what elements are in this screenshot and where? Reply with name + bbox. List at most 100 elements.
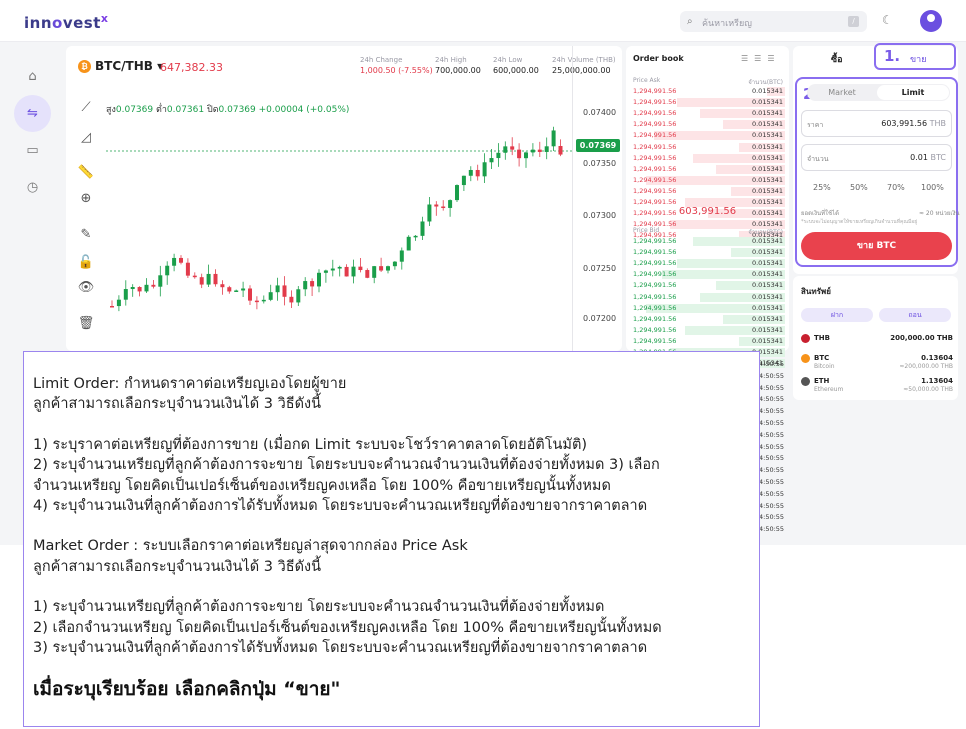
candle-body [254, 300, 259, 303]
bid-row[interactable]: 1,294,991.56 0.015341 [631, 303, 785, 314]
tab-market[interactable]: Market [828, 88, 856, 97]
row-amount: 0.015341 [751, 153, 783, 162]
ask-row[interactable]: 1,294,991.56 0.015341 [631, 130, 785, 141]
price-axis: 0.07400 0.07369 0.07350 0.07300 0.07250 … [572, 46, 622, 351]
order-form-highlight [795, 77, 958, 267]
ask-row[interactable]: 1,294,991.56 0.015341 [631, 153, 785, 164]
wallet-icon[interactable]: ▭ [26, 143, 39, 158]
candlestick-chart[interactable] [106, 96, 572, 351]
home-icon[interactable]: ⌂ [28, 69, 37, 84]
pct-25-button[interactable]: 25% [813, 183, 831, 192]
candle-body [468, 169, 473, 176]
dark-mode-icon[interactable]: ☾ [882, 13, 893, 27]
lock-icon[interactable]: 🔓 [77, 255, 95, 270]
row-amount: 0.015341 [751, 142, 783, 151]
trade-time: 4:50:55 [759, 513, 785, 522]
price-field[interactable]: ราคา 603,991.56 THB [801, 110, 952, 137]
ask-row[interactable]: 1,294,991.56 0.015341 [631, 208, 785, 219]
ruler-icon[interactable]: 📏 [77, 165, 95, 180]
y-tick: 0.07250 [583, 264, 617, 273]
sell-btc-button[interactable]: ขาย BTC [801, 232, 952, 260]
depth-bar [692, 237, 785, 246]
row-price: 1,294,991.56 [633, 292, 677, 301]
triangle-tool-icon[interactable]: ◿ [81, 130, 91, 145]
ask-row[interactable]: 1,294,991.56 0.015341 [631, 97, 785, 108]
candle-body [392, 261, 397, 267]
pct-50-button[interactable]: 50% [850, 183, 868, 192]
candle-body [524, 152, 528, 159]
row-price: 1,294,991.56 [633, 209, 677, 218]
bid-row[interactable]: 1,294,991.56 0.015341 [631, 314, 785, 325]
ask-row[interactable]: 1,294,991.56 0.015341 [631, 119, 785, 130]
candle-body [172, 257, 177, 266]
candle-body [379, 266, 384, 271]
bid-row[interactable]: 1,294,991.56 0.015341 [631, 247, 785, 258]
trade-time: 4:50:55 [759, 430, 785, 439]
bid-row[interactable]: 1,294,991.56 0.015341 [631, 325, 785, 336]
ask-row[interactable]: 1,294,991.56 0.015341 [631, 108, 785, 119]
logo[interactable]: innovestx [24, 12, 109, 32]
depth-bar [684, 198, 785, 207]
ask-header: Price Ask จำนวน(BTC) [633, 77, 783, 86]
pair-selector[interactable]: ₿ BTC/THB ▾ [78, 59, 163, 73]
tab-sell[interactable]: ขาย [910, 55, 927, 65]
candle-body [365, 270, 370, 278]
candle-body [475, 169, 480, 177]
trash-icon[interactable]: 🗑 [77, 316, 95, 331]
ask-row[interactable]: 1,294,991.56 0.015341 [631, 186, 785, 197]
bid-row[interactable]: 1,294,991.56 0.015341 [631, 258, 785, 269]
sell-tab-highlight [874, 43, 956, 70]
trade-time: 4:50:55 [759, 360, 785, 368]
row-amount: 0.015341 [751, 220, 783, 229]
tab-limit[interactable]: Limit [877, 85, 949, 100]
row-price: 1,294,991.56 [633, 281, 677, 290]
history-icon[interactable]: ◷ [26, 180, 39, 195]
bid-row[interactable]: 1,294,991.56 0.015341 [631, 269, 785, 280]
eye-icon[interactable]: 👁 [77, 280, 95, 295]
amount-field[interactable]: จำนวน 0.01 BTC [801, 144, 952, 171]
ask-row[interactable]: 1,294,991.56 0.015341 [631, 197, 785, 208]
tab-buy[interactable]: ซื้อ [831, 55, 843, 65]
ask-row[interactable]: 1,294,991.56 0.015341 [631, 86, 785, 97]
bid-row[interactable]: 1,294,991.56 0.015341 [631, 336, 785, 347]
instruction-line: 1) ระบุราคาต่อเหรียญที่ต้องการขาย (เมื่อ… [33, 436, 588, 453]
row-amount: 0.015341 [751, 281, 783, 290]
ask-row[interactable]: 1,294,991.56 0.015341 [631, 230, 785, 241]
pct-70-button[interactable]: 70% [887, 183, 905, 192]
bitcoin-icon: ₿ [78, 60, 91, 73]
instruction-line: Limit Order: กำหนดราคาต่อเหรียญเองโดยผู้… [33, 376, 347, 392]
trade-time: 4:50:55 [759, 525, 785, 534]
row-price: 1,294,991.56 [633, 153, 677, 162]
depth-bar [723, 120, 785, 130]
deposit-button[interactable]: ฝาก [801, 308, 873, 322]
row-amount: 0.015341 [751, 131, 783, 140]
line-tool-icon[interactable]: ⟋ [81, 100, 91, 115]
search-input[interactable]: ⌕ ค้นหาเหรียญ / [680, 11, 867, 32]
candle-body [358, 266, 363, 271]
depth-bar [766, 87, 785, 96]
ask-row[interactable]: 1,294,991.56 0.015341 [631, 175, 785, 186]
bid-row[interactable]: 1,294,991.56 0.015341 [631, 292, 785, 303]
candle-body [282, 285, 287, 297]
layout-toggle-icons[interactable]: ☰☰☰ [741, 54, 781, 63]
bid-row[interactable]: 1,294,991.56 0.015341 [631, 280, 785, 291]
instruction-line: 2) ระบุจำนวนเหรียญที่ลูกค้าต้องการจะขาย … [33, 457, 660, 474]
row-price: 1,294,991.56 [633, 142, 677, 151]
candle-body [144, 284, 149, 292]
ask-row[interactable]: 1,294,991.56 0.015341 [631, 164, 785, 175]
ask-row[interactable]: 1,294,991.56 0.015341 [631, 142, 785, 153]
ask-row[interactable]: 1,294,991.56 0.015341 [631, 219, 785, 230]
candle-body [116, 299, 121, 307]
sell-note: *ระบบจะไม่อนุญาตให้ขายเหรียญเกินจำนวนที่… [801, 219, 918, 225]
candle-body [337, 266, 342, 269]
pencil-lock-icon[interactable]: ✎ [80, 227, 92, 242]
avatar[interactable] [920, 10, 942, 32]
stat-low: 24h Low 600,000.00 [493, 56, 539, 75]
depth-bar [700, 109, 785, 119]
swap-icon[interactable]: ⇋ [14, 95, 51, 132]
bid-row[interactable]: 1,294,991.56 0.015341 [631, 236, 785, 247]
zoom-in-icon[interactable]: ⊕ [80, 191, 92, 206]
withdraw-button[interactable]: ถอน [879, 308, 951, 322]
row-price: 1,294,991.56 [633, 237, 677, 245]
pct-100-button[interactable]: 100% [921, 183, 944, 192]
